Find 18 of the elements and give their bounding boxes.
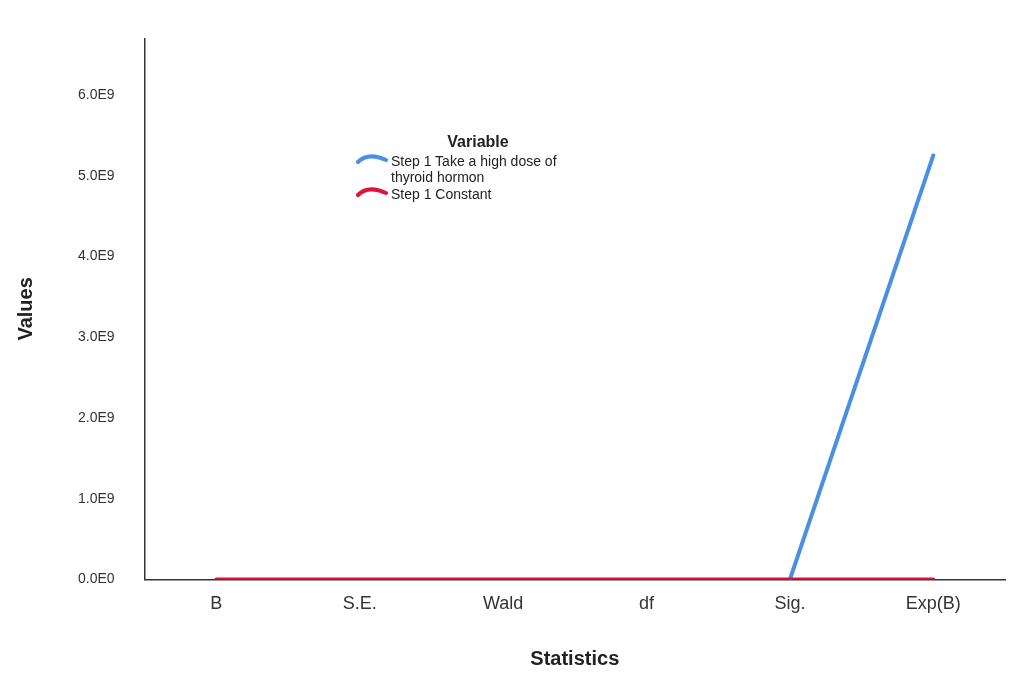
y-axis-title: Values	[13, 277, 36, 341]
y-tick-label: 0.0E0	[77, 570, 115, 587]
legend-label: Step 1 Take a high dose of thyroid hormon	[391, 153, 558, 185]
legend-label: Step 1 Constant	[391, 186, 492, 202]
x-tick-label: Exp(B)	[905, 593, 961, 614]
y-tick-label: 6.0E9	[77, 85, 115, 102]
y-tick-label: 2.0E9	[77, 408, 115, 425]
x-tick-label: S.E.	[342, 593, 377, 614]
legend-title: Variable	[446, 133, 510, 151]
y-tick-label: 1.0E9	[77, 489, 115, 506]
y-tick-label: 3.0E9	[77, 328, 115, 345]
x-tick-label: B	[210, 593, 223, 614]
x-tick-label: Wald	[482, 593, 524, 614]
x-tick-label: df	[638, 593, 655, 614]
y-tick-label: 4.0E9	[77, 247, 115, 264]
y-tick-label: 5.0E9	[77, 166, 115, 183]
x-tick-label: Sig.	[774, 593, 806, 614]
x-axis-title: Statistics	[530, 646, 620, 669]
